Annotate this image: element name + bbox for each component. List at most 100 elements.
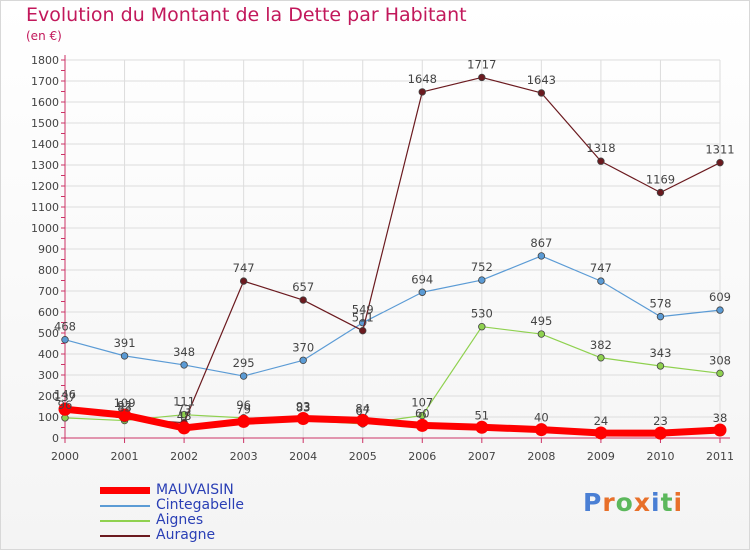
data-label-auragne: 511	[352, 311, 374, 325]
data-label-mauvaisin: 137	[54, 390, 76, 404]
data-label-aignes: 530	[471, 307, 493, 321]
point-mauvaisin	[653, 426, 667, 440]
data-label-cintegabelle: 578	[649, 297, 671, 311]
point-cintegabelle	[716, 306, 724, 314]
chart-title: Evolution du Montant de la Dette par Hab…	[26, 4, 467, 26]
y-tick-label: 100	[38, 411, 59, 424]
series-group	[58, 73, 727, 440]
data-label-mauvaisin: 23	[653, 414, 668, 428]
y-tick-label: 1500	[31, 117, 59, 130]
data-label-aignes: 83	[296, 401, 311, 415]
point-cintegabelle	[239, 372, 248, 380]
series-line-auragne	[64, 76, 721, 424]
x-tick-label: 2008	[527, 450, 555, 463]
data-label-aignes: 96	[58, 398, 73, 412]
point-mauvaisin	[58, 402, 72, 416]
x-tick-label: 2010	[646, 450, 674, 463]
data-label-aignes: 495	[530, 314, 552, 328]
y-tick-label: 1300	[31, 159, 59, 172]
point-aignes	[656, 362, 665, 370]
point-cintegabelle	[418, 288, 426, 296]
data-label-mauvaisin: 60	[415, 406, 430, 420]
legend-label: Aignes	[156, 512, 204, 528]
legend-label: Cintegabelle	[156, 497, 244, 513]
point-aignes	[418, 411, 426, 420]
data-label-auragne: 1648	[408, 72, 437, 86]
point-cintegabelle	[180, 361, 188, 369]
data-label-auragne: 657	[292, 280, 314, 294]
data-label-cintegabelle: 609	[709, 290, 731, 304]
data-label-mauvaisin: 84	[355, 401, 370, 415]
data-label-aignes: 107	[411, 396, 433, 410]
point-auragne	[299, 296, 307, 304]
data-label-auragne: 1169	[646, 173, 675, 187]
point-aignes	[716, 369, 724, 378]
y-tick-label: 1100	[31, 201, 59, 214]
data-label-auragne: 1717	[467, 57, 496, 71]
data-label-auragne: 1311	[705, 143, 734, 157]
legend-swatch-mauvaisin	[100, 487, 150, 494]
y-tick-label: 500	[38, 327, 59, 340]
data-label-auragne: 747	[233, 261, 255, 275]
data-label-aignes: 96	[236, 398, 251, 412]
data-label-auragne: 73	[177, 403, 192, 417]
y-tick-label: 1400	[31, 138, 59, 151]
y-tick-label: 0	[52, 432, 59, 445]
data-label-mauvaisin: 93	[296, 399, 311, 413]
point-aignes	[537, 330, 546, 338]
point-auragne	[716, 158, 724, 167]
x-tick-label: 2003	[230, 450, 258, 463]
point-aignes	[478, 323, 486, 331]
x-tick-label: 2001	[111, 450, 139, 463]
point-mauvaisin	[118, 408, 132, 422]
data-label-aignes: 308	[709, 353, 731, 367]
legend-swatch-cintegabelle	[100, 505, 150, 507]
y-tick-label: 300	[38, 369, 59, 382]
x-tick-label: 2002	[170, 450, 198, 463]
x-tick-label: 2006	[408, 450, 436, 463]
point-cintegabelle	[478, 276, 486, 284]
point-cintegabelle	[120, 352, 129, 360]
data-label-auragne: 146	[54, 387, 76, 401]
axes: 0 100 200 300 400 500 600 700 800 900 1000 1100 1200…	[31, 54, 734, 463]
y-tick-label: 400	[38, 348, 59, 361]
x-tick-label: 2009	[587, 450, 615, 463]
x-tick-label: 2007	[468, 450, 496, 463]
data-label-cintegabelle: 752	[471, 260, 493, 274]
point-cintegabelle	[537, 252, 546, 260]
y-tick-label: 900	[38, 243, 59, 256]
data-label-mauvaisin: 24	[594, 414, 609, 428]
point-auragne	[359, 326, 367, 335]
data-label-aignes: 343	[649, 346, 671, 360]
point-auragne	[597, 157, 605, 165]
data-label-mauvaisin: 109	[114, 396, 136, 410]
legend-label: MAUVAISIN	[156, 482, 234, 498]
legend-swatch-aignes	[100, 520, 150, 522]
point-mauvaisin	[475, 420, 489, 434]
x-tick-label: 2000	[51, 450, 79, 463]
y-tick-label: 1600	[31, 96, 59, 109]
point-mauvaisin	[594, 426, 608, 440]
grid-lines	[64, 59, 721, 439]
legend-label: Auragne	[156, 527, 216, 543]
data-label-mauvaisin: 79	[236, 402, 251, 416]
x-tick-label: 2004	[289, 450, 317, 463]
point-cintegabelle	[597, 277, 605, 285]
point-auragne	[656, 188, 665, 197]
data-label-auragne: 1643	[527, 73, 556, 87]
proxiti-logo: Proxiti	[583, 488, 684, 517]
data-label-cintegabelle: 370	[292, 340, 314, 354]
point-mauvaisin	[534, 423, 548, 437]
x-tick-label: 2011	[706, 450, 734, 463]
point-mauvaisin	[713, 423, 727, 437]
data-label-auragne: 92	[117, 399, 132, 413]
data-label-mauvaisin: 48	[177, 409, 192, 423]
data-label-auragne: 1318	[586, 141, 615, 155]
data-label-mauvaisin: 51	[474, 408, 489, 422]
point-cintegabelle	[656, 312, 665, 321]
y-tick-label: 1700	[31, 75, 59, 88]
y-tick-label: 200	[38, 390, 59, 403]
data-label-cintegabelle: 867	[530, 236, 552, 250]
point-mauvaisin	[296, 411, 310, 425]
